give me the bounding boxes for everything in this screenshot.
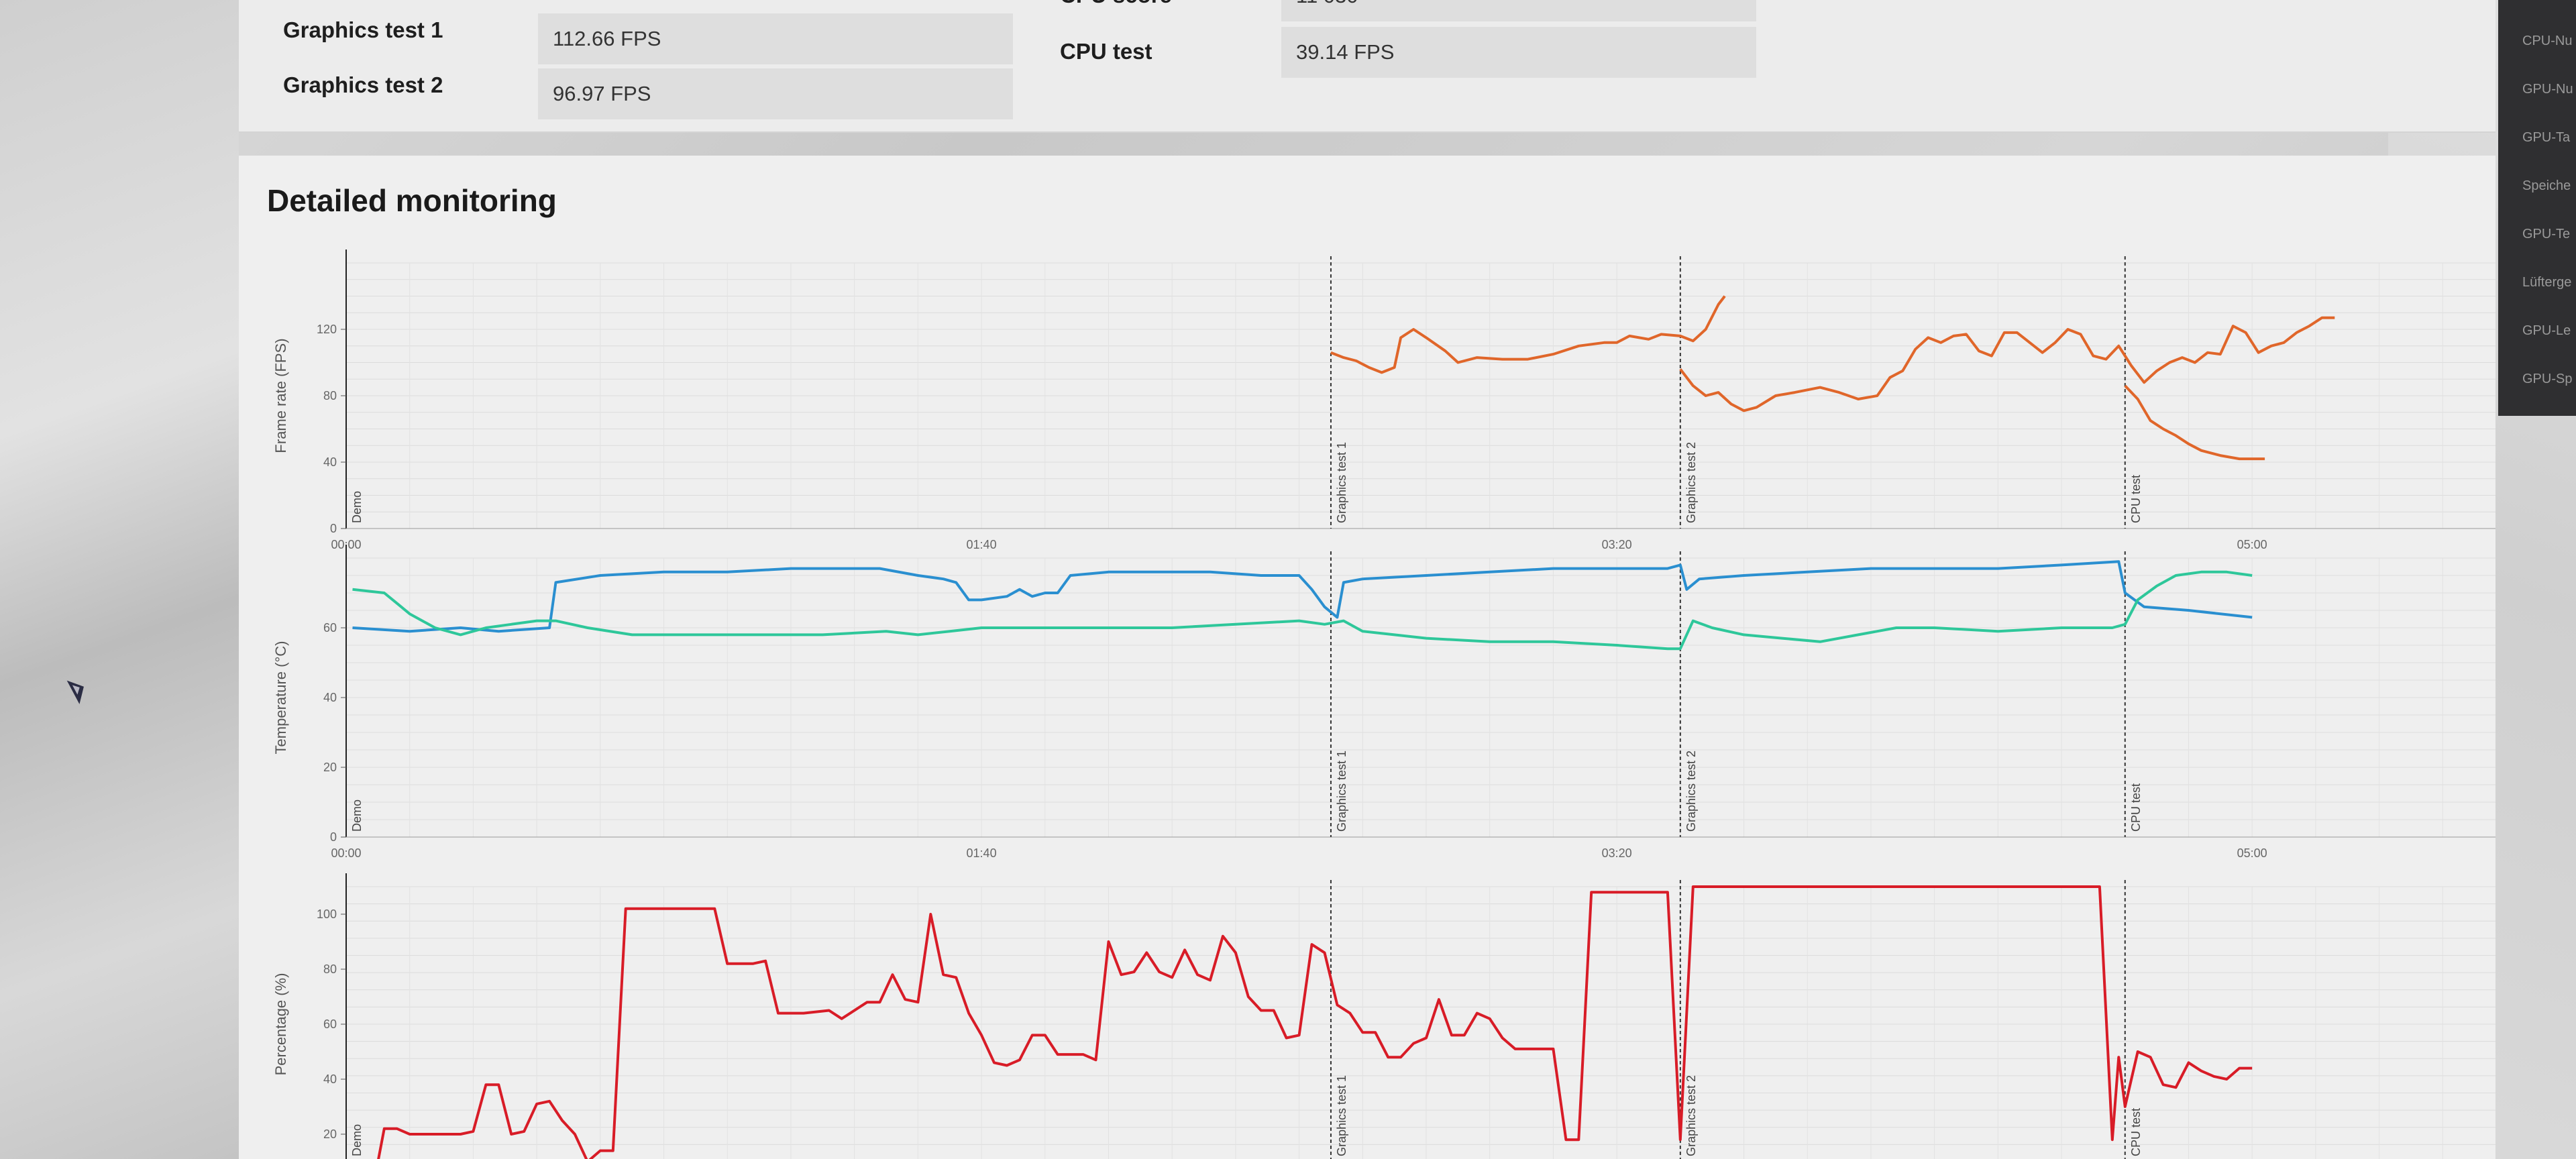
y-tick-label: 60 bbox=[323, 621, 337, 634]
x-tick-label: 01:40 bbox=[967, 538, 997, 551]
series-line bbox=[352, 570, 2253, 651]
cpu-test-value: 39.14 FPS bbox=[1281, 27, 1756, 78]
phase-marker-label: Graphics test 1 bbox=[1335, 442, 1348, 523]
cpu-score-value: 11 030 bbox=[1281, 0, 1756, 21]
y-tick-label: 100 bbox=[317, 907, 337, 921]
sensor-item[interactable]: GPU-Ta bbox=[2522, 130, 2571, 145]
y-tick-label: 20 bbox=[323, 1127, 337, 1141]
x-tick-label: 05:00 bbox=[2237, 538, 2267, 551]
phase-marker-label: CPU test bbox=[2129, 1108, 2143, 1156]
x-tick-label: 00:00 bbox=[331, 846, 361, 860]
series-line bbox=[2124, 384, 2265, 461]
y-tick-label: 120 bbox=[317, 323, 337, 336]
sensor-item[interactable]: GPU-Nu bbox=[2522, 82, 2573, 97]
series-line bbox=[352, 560, 2253, 633]
phase-marker-label: Demo bbox=[350, 799, 364, 832]
phase-marker-label: Graphics test 2 bbox=[1684, 751, 1698, 832]
phase-marker-label: CPU test bbox=[2129, 783, 2143, 832]
x-tick-label: 03:20 bbox=[1602, 846, 1632, 860]
phase-marker-label: Graphics test 1 bbox=[1335, 1075, 1348, 1156]
y-tick-label: 40 bbox=[323, 1072, 337, 1086]
x-tick-label: 03:20 bbox=[1602, 538, 1632, 551]
y-tick-label: 40 bbox=[323, 691, 337, 704]
desktop-background-left bbox=[0, 0, 239, 1159]
detailed-monitoring-panel: Detailed monitoring 0 40 80 120 00:00 01:40 03… bbox=[239, 156, 2496, 1159]
y-axis-label: Temperature (°C) bbox=[272, 641, 289, 755]
sensor-item[interactable]: Speiche bbox=[2522, 178, 2571, 193]
phase-marker-label: Graphics test 1 bbox=[1335, 751, 1348, 832]
sensor-item[interactable]: GPU-Sp bbox=[2522, 372, 2573, 386]
sensor-item[interactable]: CPU-Nu bbox=[2522, 34, 2573, 48]
x-tick-label: 05:00 bbox=[2237, 846, 2267, 860]
graphics-test-2-label: Graphics test 2 bbox=[283, 72, 443, 97]
y-axis-label: Percentage (%) bbox=[272, 973, 289, 1076]
series-line bbox=[377, 885, 2253, 1159]
graphics-test-2-value: 96.97 FPS bbox=[538, 68, 1013, 119]
sensor-item[interactable]: Lüfterge bbox=[2522, 275, 2572, 290]
y-tick-label: 0 bbox=[330, 522, 337, 535]
phase-marker-label: Demo bbox=[350, 1124, 364, 1156]
series-line bbox=[1330, 295, 1726, 374]
sensor-item[interactable]: GPU-Te bbox=[2522, 227, 2571, 241]
sensor-list-panel: CPU-Nu GPU-Nu GPU-Ta Speiche GPU-Te Lüft… bbox=[2498, 0, 2576, 416]
scores-panel: Graphics test 1 112.66 FPS Graphics test… bbox=[239, 0, 2496, 133]
graphics-test-1-label: Graphics test 1 bbox=[283, 17, 443, 42]
phase-marker-label: CPU test bbox=[2129, 475, 2143, 523]
y-tick-label: 0 bbox=[330, 830, 337, 844]
cpu-test-label: CPU test bbox=[1060, 39, 1152, 64]
y-tick-label: 40 bbox=[323, 455, 337, 469]
y-tick-label: 80 bbox=[323, 389, 337, 402]
graphics-test-1-value: 112.66 FPS bbox=[538, 13, 1013, 64]
monitoring-charts: 0 40 80 120 00:00 01:40 03:20 05:00 Frame rate (… bbox=[272, 250, 2496, 1159]
series-line bbox=[1679, 316, 2335, 412]
cpu-score-label: CPU score bbox=[1060, 0, 1172, 8]
y-tick-label: 60 bbox=[323, 1017, 337, 1031]
sensor-item[interactable]: GPU-Le bbox=[2522, 323, 2571, 338]
y-axis-label: Frame rate (FPS) bbox=[272, 338, 289, 453]
x-tick-label: 01:40 bbox=[967, 846, 997, 860]
monitoring-title: Detailed monitoring bbox=[267, 183, 557, 218]
y-tick-label: 80 bbox=[323, 962, 337, 976]
y-tick-label: 20 bbox=[323, 761, 337, 774]
phase-marker-label: Graphics test 2 bbox=[1684, 1075, 1698, 1156]
phase-marker-label: Graphics test 2 bbox=[1684, 442, 1698, 523]
phase-marker-label: Demo bbox=[350, 491, 364, 523]
